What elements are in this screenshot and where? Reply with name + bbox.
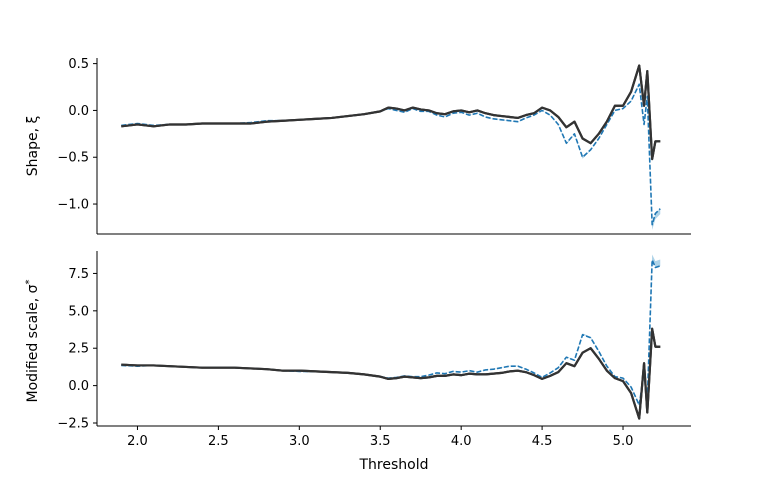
series-line-dashed [121,83,661,226]
y-tick-label: 0.5 [68,57,89,72]
series-line-solid [121,64,661,161]
x-tick-label: 2.5 [208,434,229,449]
x-tick-label: 3.0 [289,434,310,449]
y-tick-label: −2.5 [57,417,89,432]
shape-y-axis-title: Shape, ξ [25,116,41,177]
y-tick-label: 0.0 [68,379,89,394]
x-tick-label: 2.0 [127,434,148,449]
series-line-solid-overlay [121,64,661,161]
y-tick-label: 7.5 [68,267,89,282]
confidence-band [121,254,661,406]
shape-panel: 0.5 0.0 −0.5 −1.0 [57,57,691,235]
scale-panel: 7.5 5.0 2.5 0.0 −2.5 2.0 2.5 3.0 3.5 4.0 4.5 5.0 [57,251,691,449]
x-tick-label: 5.0 [613,434,634,449]
confidence-band [121,84,661,230]
x-tick-label: 4.0 [451,434,472,449]
y-tick-label: 0.0 [68,104,89,119]
series-line-dashed [121,259,661,406]
y-tick-label: 2.5 [68,342,89,357]
scale-y-axis-title: Modified scale, σ* [24,279,42,402]
x-tick-label: 4.5 [532,434,553,449]
x-tick-label: 3.5 [370,434,391,449]
y-tick-label: −1.0 [57,198,89,213]
series-line-solid-overlay [121,327,661,420]
x-axis-title: Threshold [359,457,429,473]
y-tick-label: −0.5 [57,151,89,166]
y-tick-label: 5.0 [68,304,89,319]
